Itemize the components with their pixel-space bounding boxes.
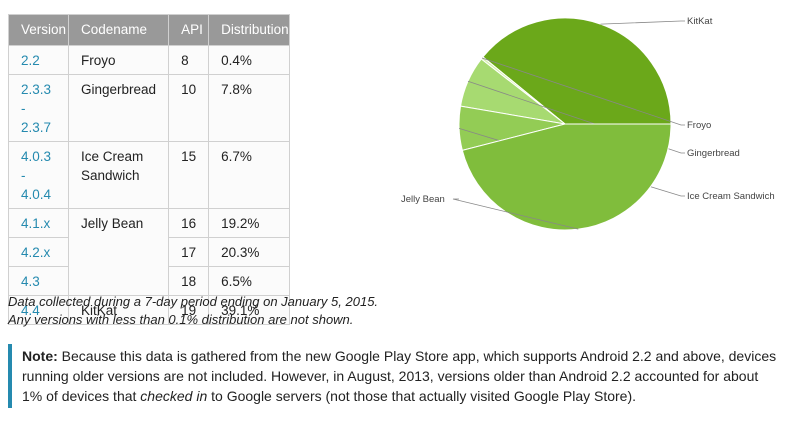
note-label: Note:: [22, 348, 58, 364]
version-link[interactable]: 2.3.7: [21, 120, 52, 135]
table-row: 4.2.x 17 20.3%: [8, 237, 290, 267]
pie-slice-kitkat: [482, 17, 672, 125]
version-cell: 4.3: [8, 266, 69, 296]
version-link[interactable]: 4.0.4: [21, 187, 52, 202]
version-cell: 2.3.3 - 2.3.7: [8, 74, 69, 142]
callout-line: [467, 80, 685, 154]
codename-cell: Jelly Bean: [67, 208, 170, 296]
version-cell: 4.2.x: [8, 237, 69, 267]
api-cell: 10: [168, 74, 210, 142]
distribution-table: Version Codename API Distribution 2.2 Fr…: [8, 14, 290, 325]
distribution-cell: 39.1%: [208, 295, 290, 325]
table-row: 2.2 Froyo 8 0.4%: [8, 45, 290, 75]
distribution-cell: 6.7%: [208, 141, 290, 209]
api-cell: 8: [168, 45, 210, 75]
header-api: API: [168, 14, 210, 46]
version-link[interactable]: 4.4: [21, 303, 40, 318]
slice-label: Froyo: [687, 120, 711, 131]
distribution-cell: 20.3%: [208, 237, 290, 267]
version-cell: 4.4: [8, 295, 69, 325]
notes-line-2: Any versions with less than 0.1% distrib…: [8, 312, 354, 327]
api-cell: 15: [168, 141, 210, 209]
table-row: 4.3 18 6.5%: [8, 266, 290, 296]
callout-line: [452, 198, 579, 230]
distribution-cell: 19.2%: [208, 208, 290, 238]
api-cell: 18: [168, 266, 210, 296]
callout-line: [481, 57, 685, 126]
data-notes: Data collected during a 7-day period end…: [8, 293, 378, 329]
version-link[interactable]: 4.3: [21, 274, 40, 289]
version-link[interactable]: 4.2.x: [21, 245, 51, 260]
table-header-row: Version Codename API Distribution: [8, 14, 290, 46]
table-row: 4.0.3 - 4.0.4 Ice Cream Sandwich 15 6.7%: [8, 141, 290, 209]
version-link[interactable]: 2.3.3 -: [21, 82, 52, 116]
api-cell: 19: [168, 295, 210, 325]
codename-cell: Gingerbread: [67, 74, 170, 142]
slice-label: KitKat: [687, 16, 713, 27]
version-link[interactable]: 2.2: [21, 53, 40, 68]
codename-cell: Ice Cream Sandwich: [67, 141, 170, 209]
table-row: 4.1.x Jelly Bean 16 19.2%: [8, 208, 290, 296]
table-row: 4.4 KitKat 19 39.1%: [8, 295, 290, 325]
version-cell: 4.0.3 - 4.0.4: [8, 141, 69, 209]
slice-label: Jelly Bean: [401, 194, 445, 205]
version-cell: 2.2: [8, 45, 69, 75]
callout-line: [600, 20, 685, 25]
header-version: Version: [8, 14, 69, 46]
api-cell: 16: [168, 208, 210, 238]
note-text: Because this data is gathered from the n…: [22, 348, 777, 404]
version-cell: 4.1.x: [8, 208, 69, 238]
version-link[interactable]: 4.1.x: [21, 216, 51, 231]
note-box: Note: Because this data is gathered from…: [8, 344, 778, 408]
table-row: 2.3.3 - 2.3.7 Gingerbread 10 7.8%: [8, 74, 290, 142]
note-emphasis: checked in: [140, 388, 208, 404]
header-distribution: Distribution: [208, 14, 290, 46]
distribution-cell: 6.5%: [208, 266, 290, 296]
version-link[interactable]: 4.0.3 -: [21, 149, 52, 183]
notes-line-1: Data collected during a 7-day period end…: [8, 294, 379, 309]
slice-label: Ice Cream Sandwich: [687, 191, 775, 202]
header-codename: Codename: [67, 14, 170, 46]
api-cell: 17: [168, 237, 210, 267]
slice-label: Gingerbread: [687, 148, 740, 159]
distribution-pie-chart: KitKat Froyo Gingerbread Ice Cream Sandwich…: [401, 16, 775, 231]
distribution-cell: 0.4%: [208, 45, 290, 75]
note-text-end: to Google servers (not those that actual…: [207, 388, 637, 404]
codename-cell: Froyo: [67, 45, 170, 75]
distribution-cell: 7.8%: [208, 74, 290, 142]
codename-cell: KitKat: [67, 295, 170, 325]
